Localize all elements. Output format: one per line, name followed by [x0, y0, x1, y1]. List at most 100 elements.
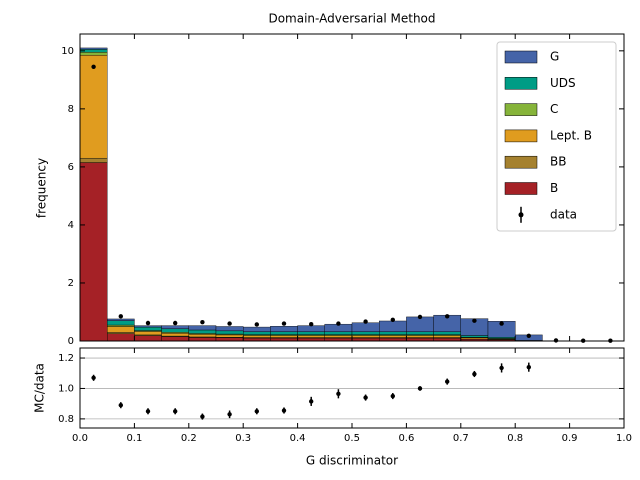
axes-frame: [79, 347, 625, 429]
data-point: [526, 333, 531, 338]
data-point: [281, 321, 287, 326]
x-tick-label: 0.6: [398, 433, 414, 444]
data-point: [91, 375, 96, 381]
data-point: [254, 322, 259, 327]
bar-segment: [487, 321, 516, 338]
y-tick-label: 8: [68, 104, 74, 115]
bar-segment: [161, 325, 190, 330]
bar-segment: [161, 332, 190, 337]
data-point: [227, 321, 232, 326]
bar-segment: [324, 335, 353, 338]
data-point: [417, 386, 423, 391]
data-point: [173, 320, 178, 326]
bar-segment: [297, 325, 326, 332]
bar-segment: [406, 335, 434, 338]
bar-segment: [106, 320, 135, 326]
bar-segment: [134, 331, 162, 336]
y-tick-label: 0: [68, 336, 74, 347]
data-point: [417, 314, 423, 320]
data-point: [145, 320, 151, 326]
data-point: [118, 314, 124, 319]
bar-segment: [433, 331, 462, 335]
y-tick-label: 6: [68, 162, 74, 173]
data-point: [445, 379, 450, 384]
bar-segment: [79, 157, 108, 163]
bar-segment: [242, 331, 271, 335]
bar-segment: [106, 333, 135, 342]
axes-frame: [79, 33, 625, 342]
x-tick-label: 0.9: [562, 433, 578, 444]
bar-segment: [406, 331, 434, 335]
bar-segment: [351, 322, 380, 332]
bar-segment: [188, 334, 217, 338]
x-tick-label: 0.1: [126, 433, 142, 444]
bar-segment: [270, 331, 298, 335]
bar-segment: [242, 326, 271, 332]
data-point: [309, 399, 314, 404]
bar-segment: [351, 331, 380, 335]
x-tick-label: 0.0: [72, 433, 88, 444]
y-axis-label: frequency: [35, 158, 49, 218]
legend-label: G: [550, 50, 559, 64]
bar-segment: [161, 336, 190, 342]
bar-segment: [134, 335, 162, 342]
data-point: [499, 365, 504, 371]
legend-label: BB: [550, 155, 566, 169]
x-tick-label: 0.3: [235, 433, 251, 444]
data-point: [309, 321, 314, 327]
legend-marker: [518, 212, 524, 218]
data-point: [445, 314, 450, 319]
bar-segment: [215, 326, 244, 332]
bar-segment: [106, 324, 135, 327]
legend-swatch: [504, 129, 538, 143]
legend-swatch: [504, 103, 538, 116]
legend-label: C: [550, 102, 558, 116]
bar-segment: [297, 331, 326, 335]
bar-segment: [379, 331, 407, 335]
bar-segment: [188, 329, 217, 334]
legend-label: Lept. B: [550, 128, 592, 142]
data-point: [118, 402, 124, 408]
bar-segment: [379, 320, 407, 332]
data-point: [200, 319, 205, 325]
data-point: [499, 321, 504, 326]
bar-segment: [215, 330, 244, 335]
x-tick-label: 0.8: [507, 433, 523, 444]
bar-segment: [215, 334, 244, 338]
bar-segment: [270, 335, 298, 338]
chart-title: Domain-Adversarial Method: [268, 12, 435, 26]
y-tick-label: 0.8: [58, 414, 74, 425]
data-point: [553, 338, 559, 343]
bar-segment: [379, 335, 407, 338]
x-tick-label: 0.7: [453, 433, 469, 444]
legend-swatch: [504, 155, 538, 169]
legend-swatch: [504, 77, 538, 90]
data-point: [254, 409, 259, 414]
bar-segment: [188, 337, 217, 342]
legend-label: UDS: [550, 76, 576, 90]
bar-segment: [406, 316, 434, 332]
data-point: [200, 414, 205, 419]
data-point: [336, 321, 341, 326]
bar-segment: [79, 162, 108, 342]
legend-swatch: [504, 50, 538, 64]
bar-segment: [270, 326, 298, 332]
data-point: [281, 408, 287, 413]
bar-segment: [134, 325, 162, 328]
bar-segment: [106, 332, 135, 334]
bar-segment: [324, 331, 353, 335]
x-tick-label: 0.5: [344, 433, 360, 444]
y-axis-label: MC/data: [33, 363, 47, 413]
data-point: [363, 319, 368, 324]
data-point: [363, 395, 368, 400]
data-point: [390, 393, 395, 399]
y-tick-label: 1.0: [58, 383, 74, 394]
bar-segment: [134, 326, 162, 331]
legend-label: B: [550, 181, 558, 195]
data-point: [526, 364, 531, 370]
data-point: [336, 391, 341, 396]
legend-label: data: [550, 207, 577, 221]
data-point: [472, 318, 477, 323]
bar-segment: [351, 335, 380, 338]
bar-segment: [106, 318, 135, 321]
